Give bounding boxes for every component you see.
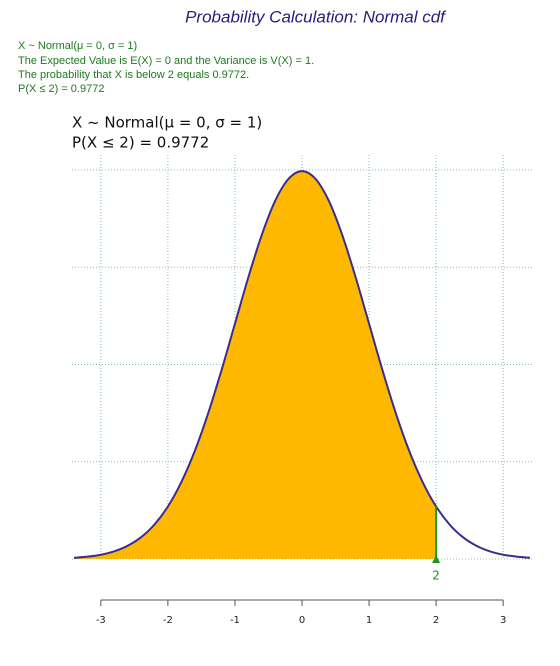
info-line: X ~ Normal(μ = 0, σ = 1) xyxy=(18,40,137,52)
x-tick-label: 2 xyxy=(433,615,439,626)
x-tick-label: -2 xyxy=(163,615,173,626)
density-curve xyxy=(73,170,531,559)
page-title: Probability Calculation: Normal cdf xyxy=(185,7,447,26)
cutoff-marker xyxy=(432,555,441,563)
info-line: P(X ≤ 2) = 0.9772 xyxy=(18,83,104,95)
info-line: The Expected Value is E(X) = 0 and the V… xyxy=(18,55,314,67)
plot-title: X ~ Normal(μ = 0, σ = 1) xyxy=(72,114,262,132)
cutoff-label: 2 xyxy=(432,569,440,583)
plot-title: P(X ≤ 2) = 0.9772 xyxy=(72,134,209,152)
x-tick-label: -1 xyxy=(230,615,240,626)
x-tick-label: 0 xyxy=(299,615,305,626)
x-tick-label: -3 xyxy=(96,615,106,626)
shaded-area xyxy=(74,171,437,559)
x-tick-label: 1 xyxy=(366,615,372,626)
info-line: The probability that X is below 2 equals… xyxy=(18,69,249,81)
x-tick-label: 3 xyxy=(500,615,506,626)
